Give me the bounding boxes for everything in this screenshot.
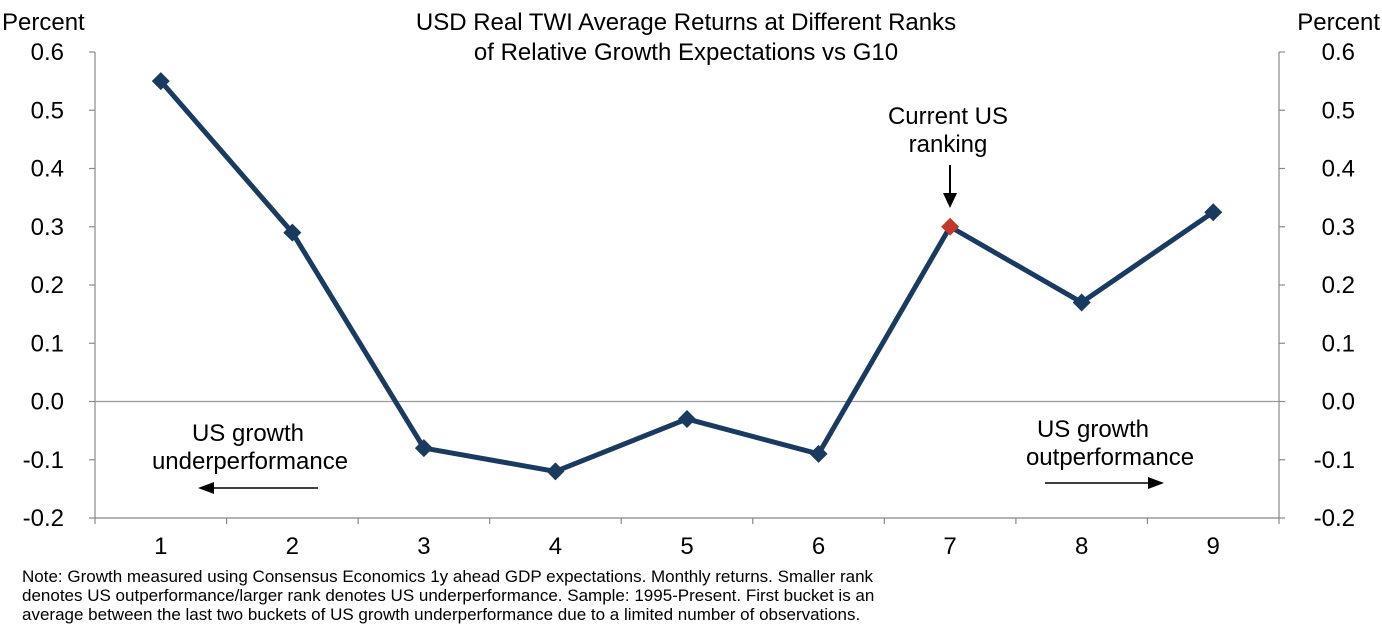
left-tick-label: 0.3	[31, 214, 64, 241]
data-point	[809, 444, 828, 463]
series-line	[151, 72, 1223, 481]
x-tick-label: 5	[680, 533, 693, 560]
left-axis-unit-label: Percent	[2, 9, 85, 36]
chart-note: Note: Growth measured using Consensus Ec…	[22, 567, 1362, 624]
right-tick-label: 0.6	[1322, 39, 1355, 66]
left-arrow-icon	[198, 482, 318, 494]
right-tick-label: 0.0	[1322, 389, 1355, 416]
note-line-3: average between the last two buckets of …	[22, 605, 861, 624]
right-tick-label: 0.2	[1322, 272, 1355, 299]
right-tick-label: -0.2	[1314, 505, 1355, 532]
x-tick-label: 6	[812, 533, 825, 560]
x-tick-label: 2	[286, 533, 299, 560]
highlight-point	[941, 217, 960, 236]
right-tick-label: -0.1	[1314, 447, 1355, 474]
data-point	[1072, 293, 1091, 312]
note-line-2: denotes US outperformance/larger rank de…	[22, 586, 875, 605]
data-point	[546, 462, 565, 481]
data-point	[414, 439, 433, 458]
note-line-1: Note: Growth measured using Consensus Ec…	[22, 567, 874, 586]
outperformance-label-1: US growth	[1037, 416, 1149, 443]
x-tick-label: 8	[1075, 533, 1088, 560]
left-tick-label: 0.5	[31, 97, 64, 124]
left-tick-label: -0.1	[23, 447, 64, 474]
left-tick-label: 0.2	[31, 272, 64, 299]
right-tick-label: 0.3	[1322, 214, 1355, 241]
underperformance-label-1: US growth	[192, 420, 304, 447]
left-tick-label: 0.6	[31, 39, 64, 66]
data-point	[1204, 203, 1223, 222]
data-point	[151, 72, 170, 91]
right-tick-labels: 0.6 0.5 0.4 0.3 0.2 0.1 0.0 -0.1 -0.2	[1314, 39, 1355, 532]
axes	[89, 51, 1285, 524]
left-tick-labels: 0.6 0.5 0.4 0.3 0.2 0.1 0.0 -0.1 -0.2	[23, 39, 64, 532]
data-point	[678, 409, 696, 428]
underperformance-label-2: underperformance	[152, 448, 348, 475]
right-axis-unit-label: Percent	[1297, 9, 1380, 36]
left-tick-label: -0.2	[23, 505, 64, 532]
outperformance-label-2: outperformance	[1026, 444, 1194, 471]
left-tick-label: 0.4	[31, 156, 64, 183]
down-arrow-icon	[943, 165, 957, 208]
chart: USD Real TWI Average Returns at Differen…	[2, 9, 1380, 560]
right-tick-label: 0.1	[1322, 330, 1355, 357]
right-tick-label: 0.5	[1322, 97, 1355, 124]
current-ranking-label-1: Current US	[888, 103, 1008, 130]
right-arrow-icon	[1045, 477, 1164, 489]
current-ranking-label-2: ranking	[909, 131, 988, 158]
left-tick-label: 0.0	[31, 389, 64, 416]
chart-title-line-2: of Relative Growth Expectations vs G10	[474, 39, 898, 66]
x-tick-label: 9	[1207, 533, 1220, 560]
x-tick-labels: 1 2 3 4 5 6 7 8 9	[154, 533, 1220, 560]
left-tick-label: 0.1	[31, 330, 64, 357]
x-tick-label: 7	[943, 533, 956, 560]
chart-title-line-1: USD Real TWI Average Returns at Differen…	[416, 9, 956, 36]
x-tick-label: 3	[417, 533, 430, 560]
x-tick-label: 4	[549, 533, 562, 560]
data-point	[283, 223, 302, 242]
right-tick-label: 0.4	[1322, 156, 1355, 183]
x-tick-label: 1	[154, 533, 167, 560]
